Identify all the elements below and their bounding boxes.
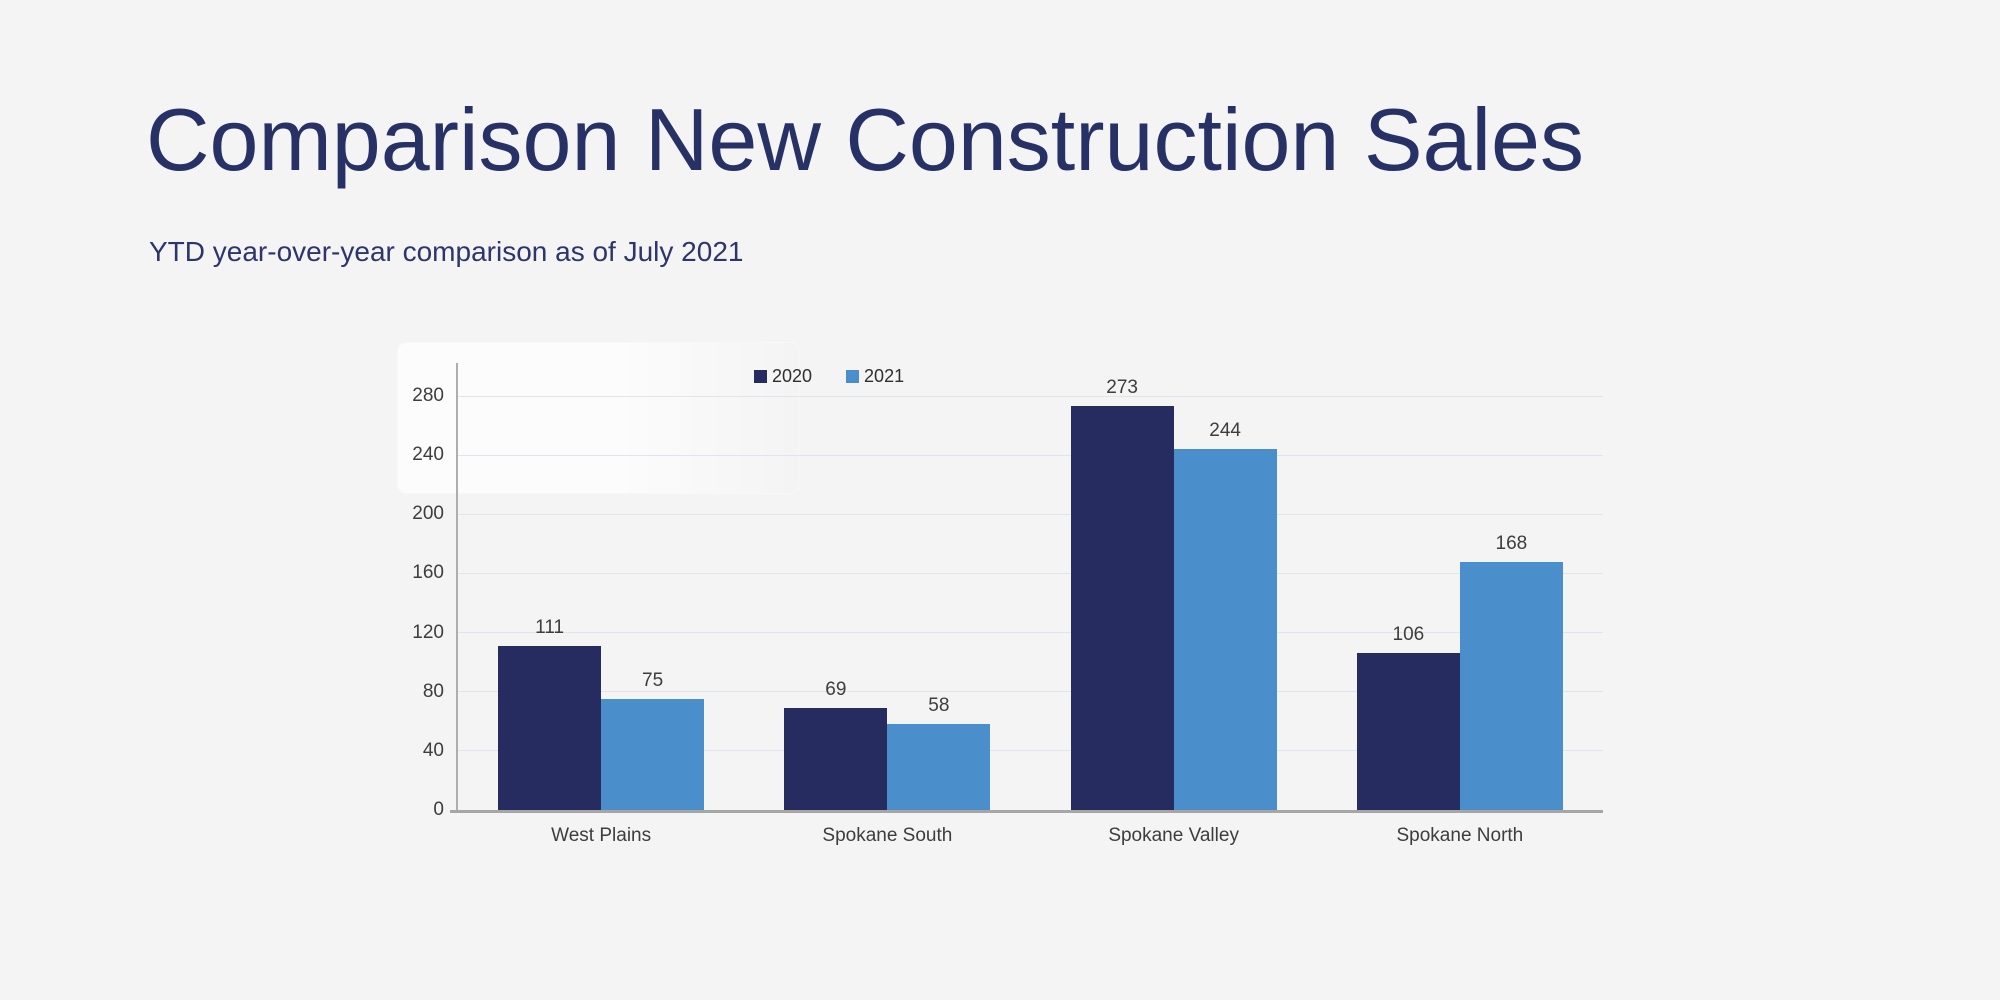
gridline-40 bbox=[458, 750, 1603, 752]
gridline-200 bbox=[458, 513, 1603, 515]
value-label-2021-spokane-south: 58 bbox=[928, 695, 950, 717]
y-tick-label-40: 40 bbox=[422, 739, 444, 761]
value-label-2021-west-plains: 75 bbox=[642, 670, 664, 692]
x-axis-label-spokane-south: Spokane South bbox=[822, 825, 953, 846]
bar-2021-spokane-south bbox=[887, 724, 991, 810]
x-axis-label-spokane-north: Spokane North bbox=[1396, 825, 1524, 846]
gridline-240 bbox=[458, 454, 1603, 456]
legend-label-2020: 2020 bbox=[772, 366, 813, 386]
value-label-2020-spokane-north: 106 bbox=[1392, 624, 1425, 646]
bar-2020-spokane-valley bbox=[1070, 406, 1174, 810]
y-axis-line bbox=[456, 363, 458, 810]
y-tick-label-80: 80 bbox=[422, 680, 444, 702]
gridline-160 bbox=[458, 572, 1603, 574]
legend-item-2020: 2020 bbox=[754, 366, 812, 387]
y-tick-label-160: 160 bbox=[412, 562, 444, 584]
gridline-280 bbox=[458, 395, 1603, 397]
value-label-2020-west-plains: 111 bbox=[535, 616, 565, 638]
y-tick-label-240: 240 bbox=[412, 444, 444, 466]
y-tick-label-200: 200 bbox=[412, 503, 444, 525]
x-axis-line bbox=[450, 810, 1603, 813]
x-axis-label-spokane-valley: Spokane Valley bbox=[1108, 825, 1239, 846]
x-axis-label-west-plains: West Plains bbox=[551, 825, 652, 846]
y-tick-label-0: 0 bbox=[433, 799, 444, 820]
value-label-2021-spokane-north: 168 bbox=[1495, 532, 1528, 554]
value-label-2020-spokane-south: 69 bbox=[825, 678, 847, 700]
legend-swatch-2021 bbox=[846, 370, 860, 383]
decorative-panel bbox=[398, 343, 798, 493]
bar-2020-west-plains bbox=[498, 645, 602, 810]
bar-2020-spokane-north bbox=[1356, 653, 1460, 810]
y-tick-label-120: 120 bbox=[412, 621, 444, 643]
gridline-80 bbox=[458, 691, 1603, 693]
bar-2021-west-plains bbox=[601, 699, 705, 810]
value-label-2021-spokane-valley: 244 bbox=[1209, 420, 1241, 442]
bar-2020-spokane-south bbox=[784, 707, 888, 810]
value-label-2020-spokane-valley: 273 bbox=[1106, 377, 1138, 399]
legend-item-2021: 2021 bbox=[846, 366, 904, 387]
gridline-120 bbox=[458, 632, 1603, 634]
y-tick-label-280: 280 bbox=[412, 385, 444, 406]
legend-label-2021: 2021 bbox=[864, 366, 905, 386]
bar-2021-spokane-valley bbox=[1173, 449, 1277, 810]
bar-2021-spokane-north bbox=[1459, 561, 1563, 810]
page-subtitle: YTD year-over-year comparison as of July… bbox=[149, 236, 744, 267]
legend: 2020 2021 bbox=[754, 366, 904, 387]
page-title: Comparison New Construction Sales bbox=[146, 90, 1584, 189]
legend-swatch-2020 bbox=[754, 370, 767, 383]
